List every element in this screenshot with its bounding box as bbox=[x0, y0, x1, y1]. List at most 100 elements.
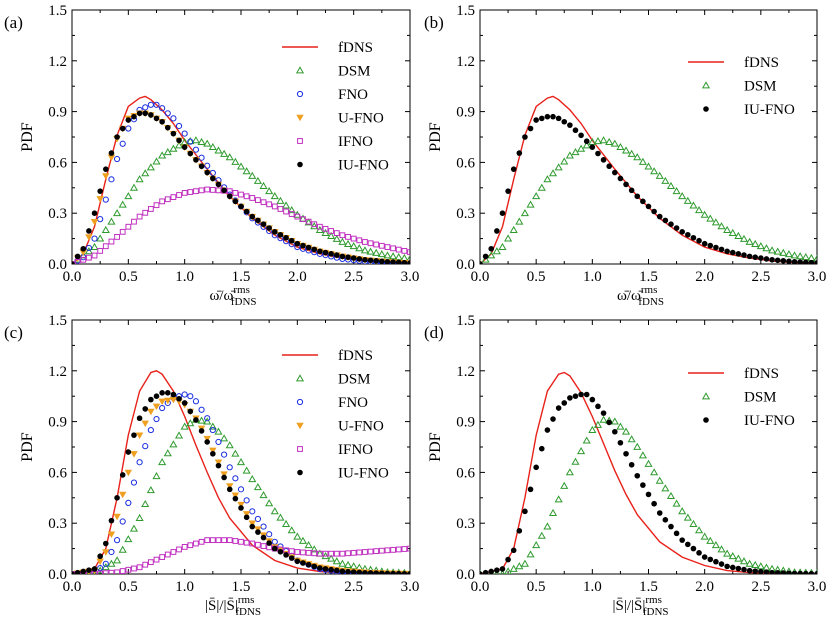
series-dsm-point bbox=[582, 436, 591, 444]
series-u-fno-point bbox=[152, 403, 161, 411]
series-iu-fno-point bbox=[668, 221, 674, 228]
series-iu-fno-point bbox=[198, 163, 205, 170]
y-tick-label: 1.5 bbox=[456, 3, 475, 19]
series-iu-fno-point bbox=[538, 445, 545, 452]
x-tick-label: 1.5 bbox=[639, 579, 658, 595]
y-tick-label: 0.3 bbox=[456, 206, 475, 222]
legend-fno-swatch bbox=[296, 398, 304, 406]
series-dsm-point bbox=[728, 552, 737, 560]
series-fno-point bbox=[108, 548, 115, 556]
y-tick-label: 0.3 bbox=[48, 516, 67, 532]
series-dsm-point bbox=[174, 141, 184, 149]
series-dsm-point bbox=[661, 484, 670, 492]
series-dsm-point bbox=[689, 201, 698, 209]
series-iu-fno-point bbox=[685, 541, 691, 548]
series-ifno-point bbox=[238, 191, 244, 198]
series-fno-point bbox=[215, 438, 222, 446]
x-tick-label: 2.0 bbox=[695, 269, 714, 285]
series-iu-fno-point bbox=[379, 258, 385, 264]
series-iu-fno-point bbox=[72, 261, 75, 264]
panel-label: (d) bbox=[424, 323, 444, 342]
series-iu-fno-point bbox=[589, 144, 596, 150]
series-dsm-point bbox=[526, 550, 535, 558]
x-tick-label: 2.5 bbox=[751, 269, 770, 285]
series-fno-point bbox=[192, 146, 200, 153]
series-dsm-point bbox=[655, 171, 664, 179]
series-iu-fno-point bbox=[808, 259, 815, 264]
series-dsm-point bbox=[734, 231, 743, 239]
series-dsm-point bbox=[571, 457, 580, 465]
series-u-fno-point bbox=[113, 513, 121, 521]
series-dsm-point bbox=[577, 144, 586, 152]
series-iu-fno-point bbox=[550, 416, 556, 422]
series-ifno-point bbox=[125, 566, 132, 573]
series-dsm-point bbox=[548, 508, 558, 516]
y-tick-label: 0.6 bbox=[48, 465, 67, 481]
series-iu-fno-point bbox=[499, 566, 506, 572]
series-iu-fno-point bbox=[221, 474, 227, 481]
series-fno-point bbox=[254, 515, 261, 523]
series-iu-fno-point bbox=[673, 530, 680, 537]
series-dsm-point bbox=[310, 545, 319, 553]
series-dsm-point bbox=[118, 545, 127, 553]
series-iu-fno-point bbox=[561, 400, 568, 406]
series-fno-point bbox=[198, 406, 205, 413]
legend-fno-label: FNO bbox=[338, 87, 368, 103]
series-iu-fno-point bbox=[494, 567, 500, 573]
series-iu-fno-point bbox=[249, 213, 256, 220]
series-iu-fno-point bbox=[763, 569, 770, 574]
series-iu-fno-point bbox=[311, 246, 318, 253]
series-fdns-line bbox=[480, 95, 817, 264]
series-iu-fno-point bbox=[701, 554, 708, 560]
series-dsm-point bbox=[666, 181, 676, 190]
series-iu-fno-point bbox=[339, 253, 346, 260]
x-tick-label: 2.0 bbox=[288, 269, 307, 285]
series-dsm-point bbox=[321, 228, 330, 236]
series-u-fno-point bbox=[96, 196, 104, 203]
series-dsm-point bbox=[633, 442, 642, 450]
series-iu-fno-point bbox=[668, 523, 674, 530]
series-iu-fno-point bbox=[226, 486, 233, 493]
series-iu-fno-point bbox=[527, 125, 534, 132]
series-ifno-point bbox=[367, 548, 374, 555]
panel-label: (b) bbox=[424, 13, 444, 32]
series-dsm-point bbox=[560, 481, 569, 489]
series-ifno-point bbox=[322, 225, 329, 232]
plot-frame bbox=[479, 319, 818, 575]
series-fno-point bbox=[237, 486, 245, 493]
series-dsm-point bbox=[86, 569, 92, 574]
series-iu-fno-point bbox=[187, 408, 194, 415]
series-fno-point bbox=[271, 538, 278, 545]
series-iu-fno-point bbox=[311, 563, 318, 570]
series-iu-fno-point bbox=[238, 505, 244, 511]
series-iu-fno-point bbox=[600, 157, 607, 163]
series-dsm-point bbox=[762, 563, 771, 571]
series-iu-fno-point bbox=[780, 570, 787, 574]
series-iu-fno-point bbox=[797, 259, 803, 264]
series-iu-fno-point bbox=[713, 244, 719, 251]
series-dsm-point bbox=[129, 183, 139, 191]
series-dsm-point bbox=[248, 474, 257, 483]
plot-frame bbox=[479, 9, 818, 265]
series-dsm-point bbox=[146, 485, 155, 494]
series-iu-fno-point bbox=[735, 251, 742, 257]
series-dsm-point bbox=[259, 491, 268, 499]
series-iu-fno-point bbox=[707, 242, 714, 249]
series-dsm-point bbox=[236, 458, 246, 466]
series-iu-fno-point bbox=[322, 249, 329, 256]
x-tick-label: 1.0 bbox=[583, 269, 602, 285]
series-dsm-point bbox=[509, 225, 518, 234]
series-iu-fno-point bbox=[159, 118, 165, 125]
series-dsm-point bbox=[248, 171, 257, 179]
x-tick-label: 2.0 bbox=[695, 579, 714, 595]
series-dsm-point bbox=[796, 252, 805, 260]
series-iu-fno-point bbox=[266, 540, 272, 546]
series-dsm-point bbox=[599, 415, 608, 423]
series-u-fno-point bbox=[203, 435, 211, 443]
series-ifno-point bbox=[249, 540, 256, 547]
series-iu-fno-point bbox=[136, 415, 143, 422]
series-ifno-point bbox=[260, 543, 267, 549]
series-ifno-point bbox=[193, 188, 199, 195]
series-dsm-point bbox=[745, 559, 754, 567]
legend-ifno-swatch bbox=[297, 446, 303, 452]
